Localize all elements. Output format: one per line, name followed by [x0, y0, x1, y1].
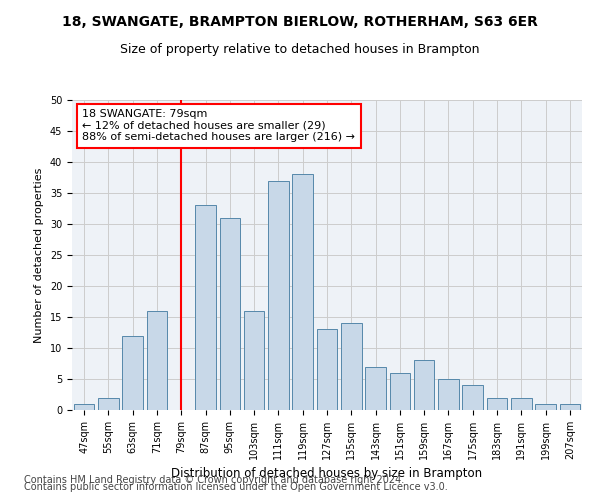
Bar	[268, 180, 289, 410]
Bar	[438, 379, 459, 410]
Bar	[146, 311, 167, 410]
Text: 18, SWANGATE, BRAMPTON BIERLOW, ROTHERHAM, S63 6ER: 18, SWANGATE, BRAMPTON BIERLOW, ROTHERHA…	[62, 15, 538, 29]
Bar	[560, 404, 580, 410]
Bar	[389, 373, 410, 410]
Bar	[341, 323, 362, 410]
Bar	[511, 398, 532, 410]
X-axis label: Distribution of detached houses by size in Brampton: Distribution of detached houses by size …	[172, 468, 482, 480]
Bar	[122, 336, 143, 410]
Bar	[317, 330, 337, 410]
Bar	[74, 404, 94, 410]
Bar	[463, 385, 483, 410]
Text: Size of property relative to detached houses in Brampton: Size of property relative to detached ho…	[120, 42, 480, 56]
Bar	[535, 404, 556, 410]
Bar	[244, 311, 265, 410]
Bar	[292, 174, 313, 410]
Y-axis label: Number of detached properties: Number of detached properties	[34, 168, 44, 342]
Bar	[98, 398, 119, 410]
Bar	[414, 360, 434, 410]
Bar	[365, 366, 386, 410]
Bar	[487, 398, 508, 410]
Text: Contains HM Land Registry data © Crown copyright and database right 2024.: Contains HM Land Registry data © Crown c…	[24, 475, 404, 485]
Text: 18 SWANGATE: 79sqm
← 12% of detached houses are smaller (29)
88% of semi-detache: 18 SWANGATE: 79sqm ← 12% of detached hou…	[82, 110, 355, 142]
Bar	[195, 206, 216, 410]
Bar	[220, 218, 240, 410]
Text: Contains public sector information licensed under the Open Government Licence v3: Contains public sector information licen…	[24, 482, 448, 492]
